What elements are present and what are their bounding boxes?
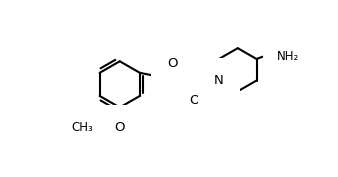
Text: O: O	[115, 121, 125, 134]
Text: O: O	[167, 57, 178, 70]
Text: O: O	[189, 94, 199, 107]
Text: N: N	[214, 74, 224, 87]
Text: S: S	[178, 75, 188, 90]
Text: CH₃: CH₃	[72, 121, 93, 134]
Text: NH₂: NH₂	[277, 50, 299, 63]
